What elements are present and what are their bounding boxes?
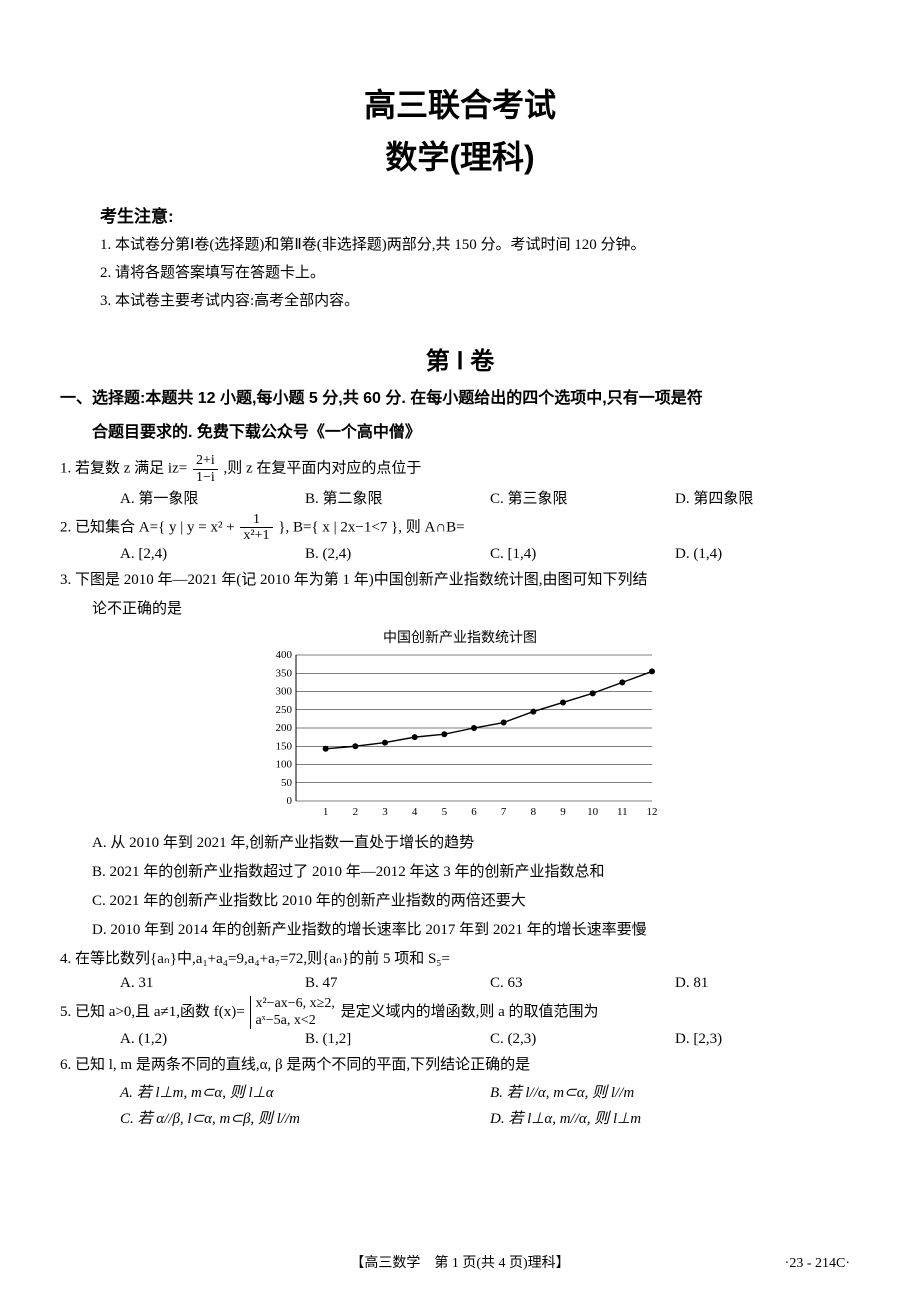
svg-text:200: 200 [276,722,293,734]
svg-text:5: 5 [442,806,448,818]
q1-text: 1. 若复数 z 满足 iz= 2+i 1−i ,则 z 在复平面内对应的点位于 [60,453,860,485]
q4-opt-d: D. 81 [675,975,860,992]
q3-line2: 论不正确的是 [92,596,860,623]
q4-options: A. 31 B. 47 C. 63 D. 81 [120,975,860,992]
notice-heading: 考生注意: [100,202,860,227]
main-title-2: 数学(理科) [60,132,860,178]
q2-text: 2. 已知集合 A={ y | y = x² + 1 x²+1 }, B={ x… [60,512,860,544]
q6-opt-a: A. 若 l⊥m, m⊂α, 则 l⊥α [120,1081,490,1107]
q6-opt-c: C. 若 α//β, l⊂α, m⊂β, 则 l//m [120,1107,490,1133]
svg-text:100: 100 [276,758,293,770]
q5-opt-b: B. (1,2] [305,1031,490,1048]
svg-text:300: 300 [276,685,293,697]
section-1-subtitle-2: 合题目要求的. 免费下载公众号《一个高中僧》 [92,420,860,446]
footer-right: ·23 - 214C· [785,1256,850,1272]
q1-fraction: 2+i 1−i [193,453,218,485]
svg-text:4: 4 [412,806,418,818]
q6-opt-d: D. 若 l⊥α, m//α, 则 l⊥m [490,1107,860,1133]
section-1-title: 第 Ⅰ 卷 [60,341,860,376]
q5-text-b: 是定义域内的增函数,则 a 的取值范围为 [341,1004,599,1020]
q1-opt-c: C. 第三象限 [490,487,675,508]
svg-text:50: 50 [281,777,293,789]
q5-opt-c: C. (2,3) [490,1031,675,1048]
q1-opt-a: A. 第一象限 [120,487,305,508]
q3-chart: 050100150200250300350400123456789101112 [260,649,660,819]
q5-cases: x²−ax−6, x≥2, aˣ−5a, x<2 [250,996,334,1030]
svg-text:9: 9 [560,806,566,818]
footer-center: 【高三数学 第 1 页(共 4 页)理科】 [0,1252,920,1272]
svg-text:7: 7 [501,806,507,818]
q1-frac-den: 1−i [193,470,218,485]
svg-text:11: 11 [617,806,628,818]
notice-line-1: 1. 本试卷分第Ⅰ卷(选择题)和第Ⅱ卷(非选择题)两部分,共 150 分。考试时… [100,233,860,257]
svg-text:2: 2 [353,806,359,818]
q3-chart-wrap: 中国创新产业指数统计图 0501001502002503003504001234… [260,627,660,824]
svg-text:3: 3 [382,806,388,818]
svg-text:8: 8 [531,806,537,818]
q2-frac-den: x²+1 [240,528,272,543]
q1-prefix: 1. 若复数 z 满足 iz= [60,461,187,477]
q6-text: 6. 已知 l, m 是两条不同的直线,α, β 是两个不同的平面,下列结论正确… [60,1052,860,1079]
section-1-subtitle-1: 一、选择题:本题共 12 小题,每小题 5 分,共 60 分. 在每小题给出的四… [60,386,860,412]
q5-opt-d: D. [2,3) [675,1031,860,1048]
q2-fraction: 1 x²+1 [240,512,272,544]
svg-text:250: 250 [276,704,293,716]
main-title-1: 高三联合考试 [60,80,860,126]
q6-opt-b: B. 若 l//α, m⊂α, 则 l//m [490,1081,860,1107]
q5-options: A. (1,2) B. (1,2] C. (2,3) D. [2,3) [120,1031,860,1048]
q4-text: 4. 在等比数列{aₙ}中,a₁+a₄=9,a₄+a₇=72,则{aₙ}的前 5… [60,946,860,973]
q2-opt-a: A. [2,4) [120,546,305,563]
q4-opt-a: A. 31 [120,975,305,992]
q1-suffix: ,则 z 在复平面内对应的点位于 [224,461,422,477]
q4-opt-b: B. 47 [305,975,490,992]
q5-text-a: 5. 已知 a>0,且 a≠1,函数 f(x)= [60,1004,245,1020]
q3-chart-title: 中国创新产业指数统计图 [260,627,660,647]
q2-text-b: }, B={ x | 2x−1<7 }, 则 A∩B= [278,519,464,535]
svg-text:350: 350 [276,667,293,679]
svg-text:150: 150 [276,740,293,752]
notice-line-3: 3. 本试卷主要考试内容:高考全部内容。 [100,289,860,313]
q4-opt-c: C. 63 [490,975,675,992]
q3-opt-d: D. 2010 年到 2014 年的创新产业指数的增长速率比 2017 年到 2… [92,917,860,944]
q5-case1: x²−ax−6, x≥2, [255,996,334,1013]
q3-opt-b: B. 2021 年的创新产业指数超过了 2010 年—2012 年这 3 年的创… [92,859,860,886]
svg-text:12: 12 [647,806,658,818]
svg-text:0: 0 [287,795,293,807]
q5-text: 5. 已知 a>0,且 a≠1,函数 f(x)= x²−ax−6, x≥2, a… [60,996,860,1030]
q1-opt-d: D. 第四象限 [675,487,860,508]
notice-line-2: 2. 请将各题答案填写在答题卡上。 [100,261,860,285]
exam-page: 高三联合考试 数学(理科) 考生注意: 1. 本试卷分第Ⅰ卷(选择题)和第Ⅱ卷(… [0,0,920,1302]
q3-opt-a: A. 从 2010 年到 2021 年,创新产业指数一直处于增长的趋势 [92,830,860,857]
q5-case2: aˣ−5a, x<2 [255,1013,334,1030]
q1-frac-num: 2+i [193,453,218,469]
q5-opt-a: A. (1,2) [120,1031,305,1048]
q3-line1: 3. 下图是 2010 年—2021 年(记 2010 年为第 1 年)中国创新… [60,567,860,594]
page-footer: 【高三数学 第 1 页(共 4 页)理科】 ·23 - 214C· [0,1252,920,1272]
q6-options: A. 若 l⊥m, m⊂α, 则 l⊥α B. 若 l//α, m⊂α, 则 l… [120,1081,860,1132]
q2-text-a: 2. 已知集合 A={ y | y = x² + [60,519,238,535]
svg-text:1: 1 [323,806,329,818]
q2-frac-num: 1 [240,512,272,528]
q2-opt-c: C. [1,4) [490,546,675,563]
q1-opt-b: B. 第二象限 [305,487,490,508]
svg-text:400: 400 [276,649,293,661]
q2-opt-b: B. (2,4) [305,546,490,563]
svg-text:10: 10 [587,806,599,818]
q3-opt-c: C. 2021 年的创新产业指数比 2010 年的创新产业指数的两倍还要大 [92,888,860,915]
q2-options: A. [2,4) B. (2,4) C. [1,4) D. (1,4) [120,546,860,563]
q2-opt-d: D. (1,4) [675,546,860,563]
q1-options: A. 第一象限 B. 第二象限 C. 第三象限 D. 第四象限 [120,487,860,508]
svg-text:6: 6 [471,806,477,818]
